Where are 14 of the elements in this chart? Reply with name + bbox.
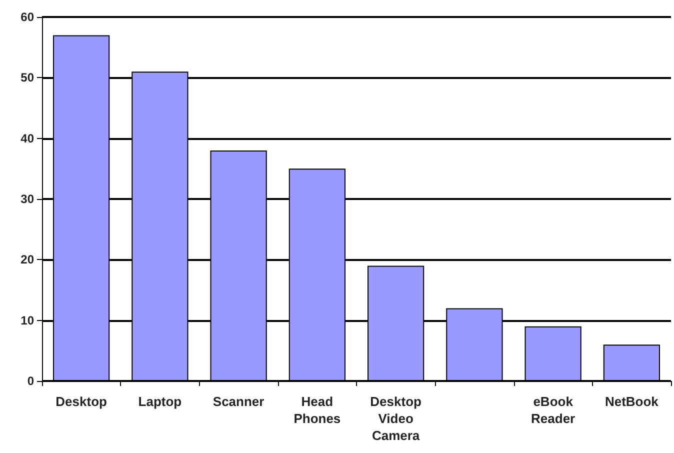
y-tick-label: 20 xyxy=(20,252,34,267)
x-tick-label: Laptop xyxy=(138,394,182,409)
x-tick-label: eBook Reader xyxy=(531,394,576,426)
y-tick-label: 0 xyxy=(27,374,34,388)
x-tick-label: Desktop Video Camera xyxy=(370,394,422,443)
y-tick-label: 60 xyxy=(20,10,34,24)
x-tick-label: Head Phones xyxy=(294,394,341,426)
y-tick-label: 10 xyxy=(20,313,34,328)
y-tick-label: 50 xyxy=(20,70,34,85)
x-tick-label: Desktop xyxy=(56,394,108,409)
x-tick-label: Scanner xyxy=(212,394,264,409)
y-tick-label: 30 xyxy=(20,192,34,206)
y-tick-label: 40 xyxy=(20,131,34,146)
x-tick-label: NetBook xyxy=(604,394,660,409)
